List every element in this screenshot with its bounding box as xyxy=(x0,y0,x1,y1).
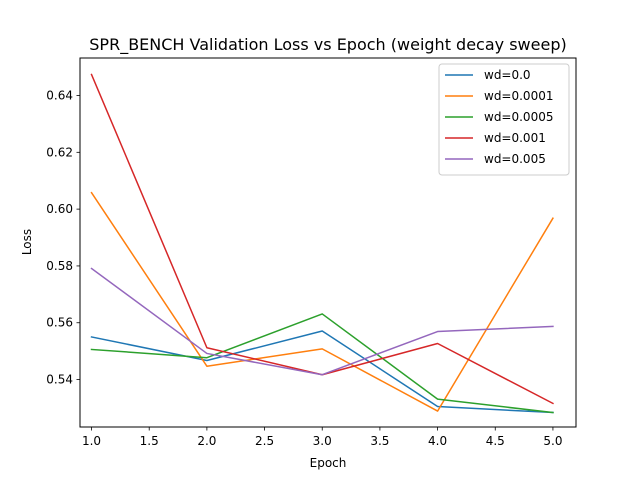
y-tick-label: 0.64 xyxy=(46,88,73,102)
series-line-0 xyxy=(90,330,554,414)
y-axis: 0.54 0.56 0.58 0.60 0.62 0.64 xyxy=(46,88,80,387)
x-tick-label: 1.5 xyxy=(140,434,159,448)
x-tick-label: 3.5 xyxy=(370,434,389,448)
y-tick-label: 0.62 xyxy=(46,145,73,159)
legend-label-3: wd=0.001 xyxy=(484,131,546,145)
series-line-2 xyxy=(90,313,554,414)
legend: wd=0.0 wd=0.0001 wd=0.0005 wd=0.001 wd=0.005 xyxy=(438,63,570,176)
x-tick-label: 3.0 xyxy=(313,434,332,448)
plot-lines xyxy=(90,73,554,414)
chart-title: SPR_BENCH Validation Loss vs Epoch (weig… xyxy=(89,35,566,55)
legend-label-1: wd=0.0001 xyxy=(484,89,553,103)
y-tick-label: 0.54 xyxy=(46,373,73,387)
legend-label-4: wd=0.005 xyxy=(484,152,546,166)
plot-frame xyxy=(79,57,577,428)
series-line-1 xyxy=(90,191,554,412)
x-tick-label: 1.0 xyxy=(82,434,101,448)
x-tick-label: 4.5 xyxy=(486,434,505,448)
series-line-4 xyxy=(90,267,554,376)
y-tick-label: 0.56 xyxy=(46,316,73,330)
x-tick-label: 2.5 xyxy=(255,434,274,448)
legend-label-2: wd=0.0005 xyxy=(484,110,553,124)
y-tick-label: 0.60 xyxy=(46,202,73,216)
legend-label-0: wd=0.0 xyxy=(484,68,531,82)
x-tick-label: 2.0 xyxy=(197,434,216,448)
x-tick-label: 4.0 xyxy=(428,434,447,448)
x-axis-label: Epoch xyxy=(310,456,347,470)
x-tick-label: 5.0 xyxy=(543,434,562,448)
y-tick-label: 0.58 xyxy=(46,259,73,273)
legend-box xyxy=(438,63,570,176)
y-axis-label: Loss xyxy=(20,229,34,255)
x-axis: 1.0 1.5 2.0 2.5 3.0 3.5 4.0 4.5 5.0 xyxy=(82,427,562,448)
